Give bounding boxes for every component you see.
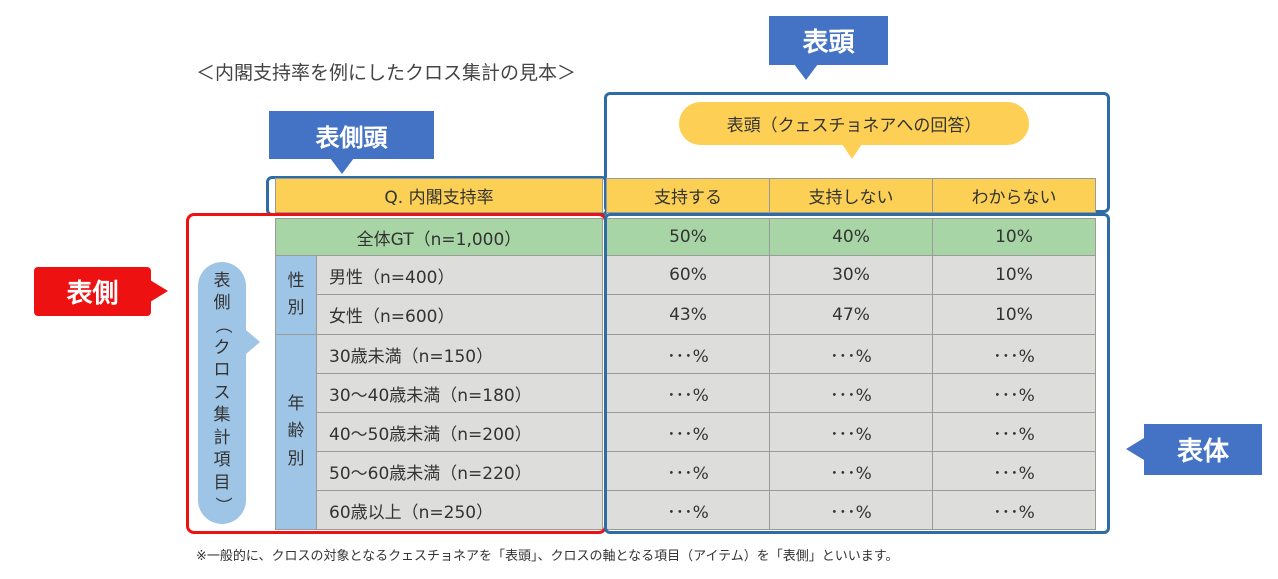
pill-char: ク [213,337,231,358]
group-age: 年 齢 別 [275,334,317,530]
table-cell: 60% [606,255,770,295]
row-label: 女性（n=600） [316,294,603,335]
hyosoku-frame [186,213,607,534]
callout-hyotai-pointer [1126,438,1144,460]
callout-hyoto-pointer [794,64,818,80]
callout-hyoto: 表頭 [769,16,888,65]
hyosoku-pill: 表 側 （ ク ロ ス 集 計 項 目 ） [198,262,246,524]
pill-char: 項 [213,450,231,471]
pill-char: 側 [213,293,231,314]
table-cell: ･･･% [606,490,770,530]
row-label: 男性（n=400） [316,255,603,295]
hyoto-bubble: 表頭（クェスチョネアへの回答） [679,102,1029,145]
table-cell: ･･･% [606,334,770,374]
table-cell: 47% [769,294,933,335]
group-age-char: 年 [287,394,305,415]
callout-hyotai: 表体 [1144,424,1262,475]
table-cell: ･･･% [606,373,770,413]
pill-char: 計 [213,427,231,448]
pill-char: ） [212,496,233,514]
group-age-char: 齢 [287,421,305,442]
column-header: わからない [932,178,1096,213]
column-header: 支持する [606,178,770,213]
diagram-title: ＜内閣支持率を例にしたクロス集計の見本＞ [196,62,577,84]
table-cell: ･･･% [932,451,1096,491]
callout-hyosokuto: 表側頭 [269,111,434,159]
hyoto-bubble-pointer [842,144,862,159]
table-cell: ･･･% [769,451,933,491]
row-label: 50～60歳未満（n=220） [316,451,603,491]
pill-char: （ [212,317,233,335]
table-cell: ･･･% [769,490,933,530]
table-cell: ･･･% [606,451,770,491]
group-gender-char: 性 [287,270,305,291]
total-row-label: 全体GT（n=1,000） [275,218,603,256]
pill-char: 集 [213,405,231,426]
footnote: ※一般的に、クロスの対象となるクェスチョネアを「表頭」、クロスの軸となる項目（ア… [196,549,899,564]
group-age-char: 別 [287,448,305,469]
column-header: 支持しない [769,178,933,213]
group-gender-char: 別 [287,298,305,318]
callout-hyosoku-pointer [150,280,168,302]
total-value: 40% [769,218,933,256]
table-cell: ･･･% [769,412,933,452]
table-cell: ･･･% [769,334,933,374]
callout-hyosoku: 表側 [34,267,151,316]
hyotai-frame [604,213,1110,534]
row-label: 60歳以上（n=250） [316,490,603,530]
table-cell: ･･･% [932,490,1096,530]
table-cell: 30% [769,255,933,295]
pill-char: 目 [213,472,231,493]
pill-char: ス [213,382,231,403]
pill-char: ロ [213,360,231,381]
table-cell: 10% [932,294,1096,335]
pill-char: 表 [213,270,231,291]
hyosoku-pill-pointer [246,330,260,354]
question-header: Q. 内閣支持率 [275,178,603,213]
callout-hyosokuto-pointer [330,158,354,174]
